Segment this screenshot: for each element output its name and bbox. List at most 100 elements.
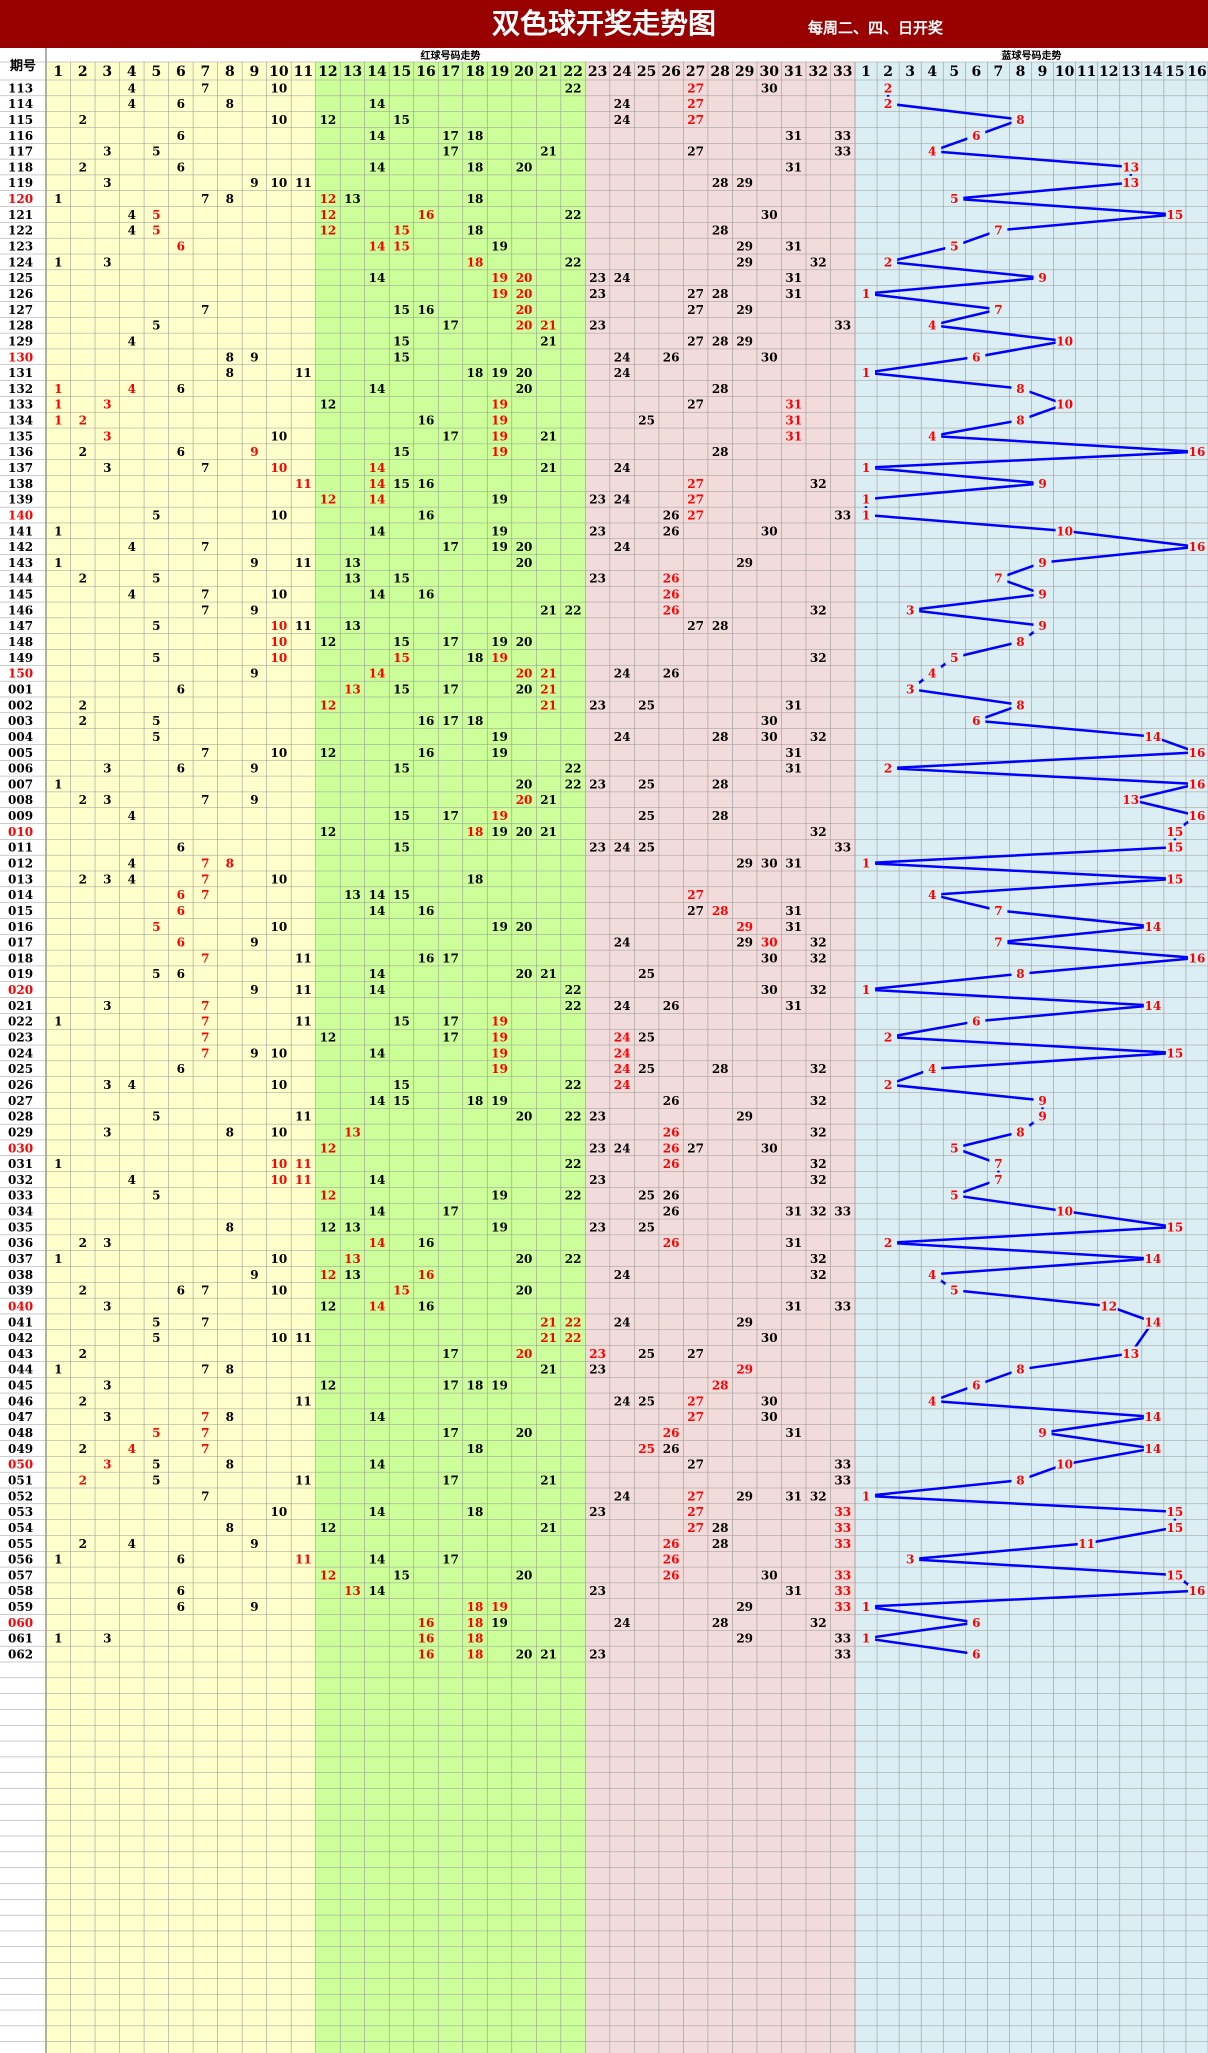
period-number: 011 [8, 841, 33, 855]
red-ball-number: 30 [761, 936, 778, 950]
blue-ball-bg [1055, 397, 1074, 412]
red-ball-number: 19 [491, 524, 508, 538]
period-number: 118 [8, 160, 33, 174]
red-ball-number: 19 [491, 271, 508, 285]
red-ball-number: 19 [491, 1031, 508, 1045]
red-ball-number: 22 [565, 983, 582, 997]
blue-ball-bg [1121, 1346, 1140, 1361]
blue-ball-bg [989, 223, 1008, 238]
red-ball-number: 20 [516, 1252, 533, 1266]
red-column-header: 3 [102, 64, 112, 80]
period-number: 121 [8, 208, 33, 222]
red-ball-number: 14 [369, 160, 386, 174]
blue-ball-bg [857, 286, 876, 301]
red-ball-number: 14 [369, 461, 386, 475]
red-ball-number: 14 [369, 1236, 386, 1250]
red-ball-number: 7 [201, 81, 209, 95]
period-number: 131 [8, 366, 33, 380]
blue-ball-bg [989, 903, 1008, 918]
red-ball-number: 15 [393, 1284, 410, 1298]
red-ball-number: 26 [663, 350, 680, 364]
blue-ball-bg [1055, 523, 1074, 538]
red-ball-number: 13 [344, 1125, 361, 1139]
blue-ball-bg [1033, 1425, 1052, 1440]
red-ball-number: 22 [565, 1315, 582, 1329]
red-ball-number: 29 [736, 936, 753, 950]
red-ball-number: 7 [201, 951, 209, 965]
period-number: 042 [8, 1331, 33, 1345]
blue-ball-number: 5 [950, 1284, 958, 1298]
period-number: 005 [8, 746, 33, 760]
blue-ball-number: 14 [1144, 1252, 1161, 1266]
red-ball-number: 28 [712, 334, 729, 348]
period-number: 013 [8, 872, 33, 886]
red-ball-number: 12 [320, 746, 337, 760]
red-ball-number: 22 [565, 1157, 582, 1171]
blue-ball-number: 8 [1016, 1473, 1024, 1487]
red-ball-number: 8 [226, 350, 234, 364]
blue-ball-bg [1165, 871, 1184, 886]
red-ball-number: 17 [442, 682, 459, 696]
red-zone3-bg [585, 62, 855, 2053]
red-ball-number: 19 [491, 1220, 508, 1234]
red-ball-number: 3 [103, 1410, 111, 1424]
period-number: 028 [8, 1110, 33, 1124]
red-ball-number: 26 [663, 999, 680, 1013]
red-column-header: 22 [563, 64, 582, 80]
red-ball-number: 29 [736, 857, 753, 871]
red-ball-number: 33 [834, 1521, 851, 1535]
red-ball-number: 32 [810, 255, 827, 269]
red-ball-number: 21 [540, 145, 557, 159]
red-ball-number: 8 [226, 97, 234, 111]
period-number: 122 [8, 224, 33, 238]
red-ball-number: 20 [516, 793, 533, 807]
red-ball-number: 32 [810, 1268, 827, 1282]
red-ball-number: 4 [128, 872, 136, 886]
blue-ball-number: 8 [1016, 698, 1024, 712]
red-ball-number: 17 [442, 1553, 459, 1567]
red-ball-number: 2 [79, 698, 87, 712]
red-ball-number: 4 [128, 97, 136, 111]
blue-ball-number: 5 [950, 1189, 958, 1203]
period-number: 137 [8, 461, 33, 475]
red-ball-number: 22 [565, 603, 582, 617]
red-ball-number: 14 [369, 1410, 386, 1424]
red-ball-number: 27 [687, 303, 704, 317]
red-ball-number: 21 [540, 682, 557, 696]
red-ball-number: 3 [103, 398, 111, 412]
blue-ball-number: 14 [1144, 1410, 1161, 1424]
red-ball-number: 3 [103, 145, 111, 159]
red-ball-number: 27 [687, 334, 704, 348]
red-ball-number: 30 [761, 730, 778, 744]
red-ball-number: 32 [810, 1157, 827, 1171]
red-ball-number: 24 [614, 461, 631, 475]
red-ball-number: 8 [226, 1125, 234, 1139]
period-number: 041 [8, 1315, 33, 1329]
period-number: 134 [8, 414, 33, 428]
red-ball-number: 24 [614, 730, 631, 744]
red-ball-number: 19 [491, 1062, 508, 1076]
red-ball-number: 3 [103, 176, 111, 190]
blue-ball-bg [967, 1378, 986, 1393]
red-ball-number: 6 [177, 240, 185, 254]
blue-ball-number: 6 [972, 1015, 980, 1029]
red-ball-number: 25 [638, 1062, 655, 1076]
red-ball-number: 10 [271, 920, 288, 934]
red-ball-number: 11 [295, 1110, 312, 1124]
red-column-header: 7 [200, 64, 210, 80]
period-number: 021 [8, 999, 33, 1013]
red-ball-number: 21 [540, 319, 557, 333]
red-ball-number: 12 [320, 1379, 337, 1393]
red-ball-number: 3 [103, 461, 111, 475]
red-ball-number: 25 [638, 1347, 655, 1361]
red-ball-number: 33 [834, 508, 851, 522]
red-ball-number: 25 [638, 967, 655, 981]
red-ball-number: 8 [226, 1363, 234, 1377]
red-ball-number: 24 [614, 936, 631, 950]
red-ball-number: 18 [467, 1600, 484, 1614]
red-ball-number: 13 [344, 1220, 361, 1234]
blue-ball-bg [945, 191, 964, 206]
period-number: 040 [8, 1299, 33, 1313]
red-ball-number: 16 [418, 208, 435, 222]
